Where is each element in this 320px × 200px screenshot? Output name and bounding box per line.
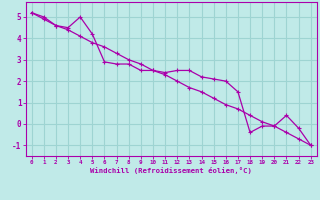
X-axis label: Windchill (Refroidissement éolien,°C): Windchill (Refroidissement éolien,°C) (90, 167, 252, 174)
